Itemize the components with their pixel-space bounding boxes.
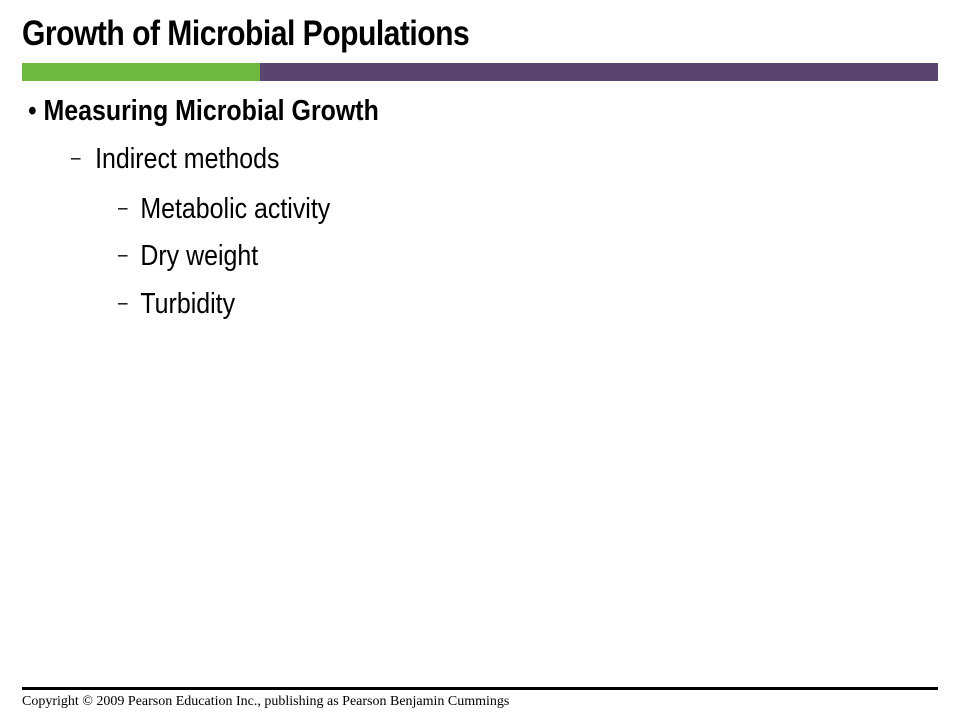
bullet-level3-text: Dry weight	[140, 240, 259, 272]
bullet-dot-icon: •	[28, 95, 37, 127]
slide-title: Growth of Microbial Populations	[22, 14, 470, 53]
bullet-level2: – Indirect methods	[71, 139, 279, 178]
bullet-level1-text: Measuring Microbial Growth	[43, 95, 379, 127]
dash-icon: –	[118, 197, 128, 219]
bullet-level3-text: Metabolic activity	[140, 193, 331, 225]
bullet-level3-item: – Metabolic activity	[118, 189, 330, 228]
dash-icon: –	[118, 292, 128, 314]
title-underline-bar	[22, 63, 938, 81]
bullet-level3-text: Turbidity	[140, 288, 236, 320]
bullet-level2-text: Indirect methods	[95, 143, 280, 175]
bullet-level3-item: – Dry weight	[118, 236, 258, 275]
slide-content: • Measuring Microbial Growth – Indirect me…	[28, 92, 379, 323]
dash-icon: –	[118, 244, 128, 266]
title-bar-purple-segment	[260, 63, 938, 81]
footer-copyright: Copyright © 2009 Pearson Education Inc.,…	[22, 694, 510, 709]
dash-icon: –	[71, 147, 81, 169]
bullet-level3-item: – Turbidity	[118, 284, 235, 323]
title-bar-green-segment	[22, 63, 260, 81]
bullet-level1: • Measuring Microbial Growth	[28, 92, 379, 130]
footer-divider	[22, 687, 938, 690]
